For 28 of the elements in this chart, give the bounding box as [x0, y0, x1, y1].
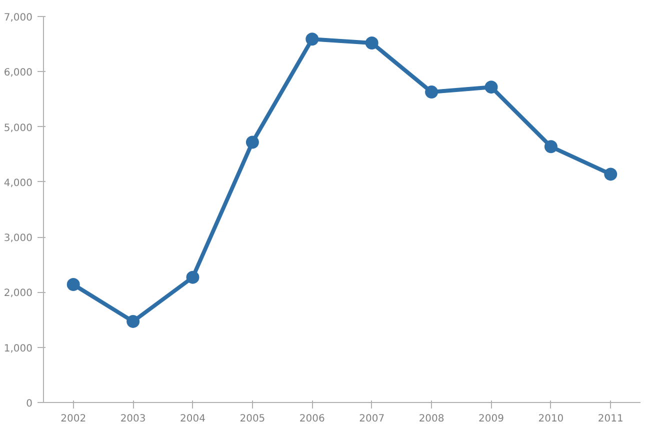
point — [66, 278, 80, 291]
y-tick-label: 4,000 — [4, 178, 33, 189]
point — [246, 136, 259, 149]
x-tick-label: 2004 — [180, 414, 206, 424]
x-tick-label: 2005 — [240, 414, 266, 424]
point — [126, 314, 140, 328]
point — [186, 270, 200, 284]
x-tick-label: 2002 — [60, 414, 86, 424]
point — [484, 80, 498, 94]
y-tick-label: 0 — [26, 398, 33, 410]
y-tick-label: 6,000 — [4, 68, 33, 79]
x-tick-label: 2009 — [478, 414, 504, 424]
point — [604, 168, 618, 181]
y-tick-label: 3,000 — [4, 233, 33, 244]
x-tick-label: 2010 — [538, 414, 564, 424]
point — [365, 36, 378, 50]
y-tick-label: 1,000 — [4, 343, 33, 354]
y-tick-label: 5,000 — [4, 122, 33, 134]
y-tick-label: 2,000 — [4, 288, 33, 300]
x-tick-label: 2008 — [418, 414, 444, 424]
x-tick-label: 2007 — [359, 414, 385, 424]
x-tick-label: 2003 — [120, 414, 146, 424]
x-tick-label: 2006 — [299, 414, 325, 424]
point — [425, 86, 438, 99]
y-tick-label: 7,000 — [4, 12, 33, 24]
point — [544, 140, 558, 154]
point — [306, 32, 319, 46]
x-tick-label: 2011 — [598, 414, 624, 424]
